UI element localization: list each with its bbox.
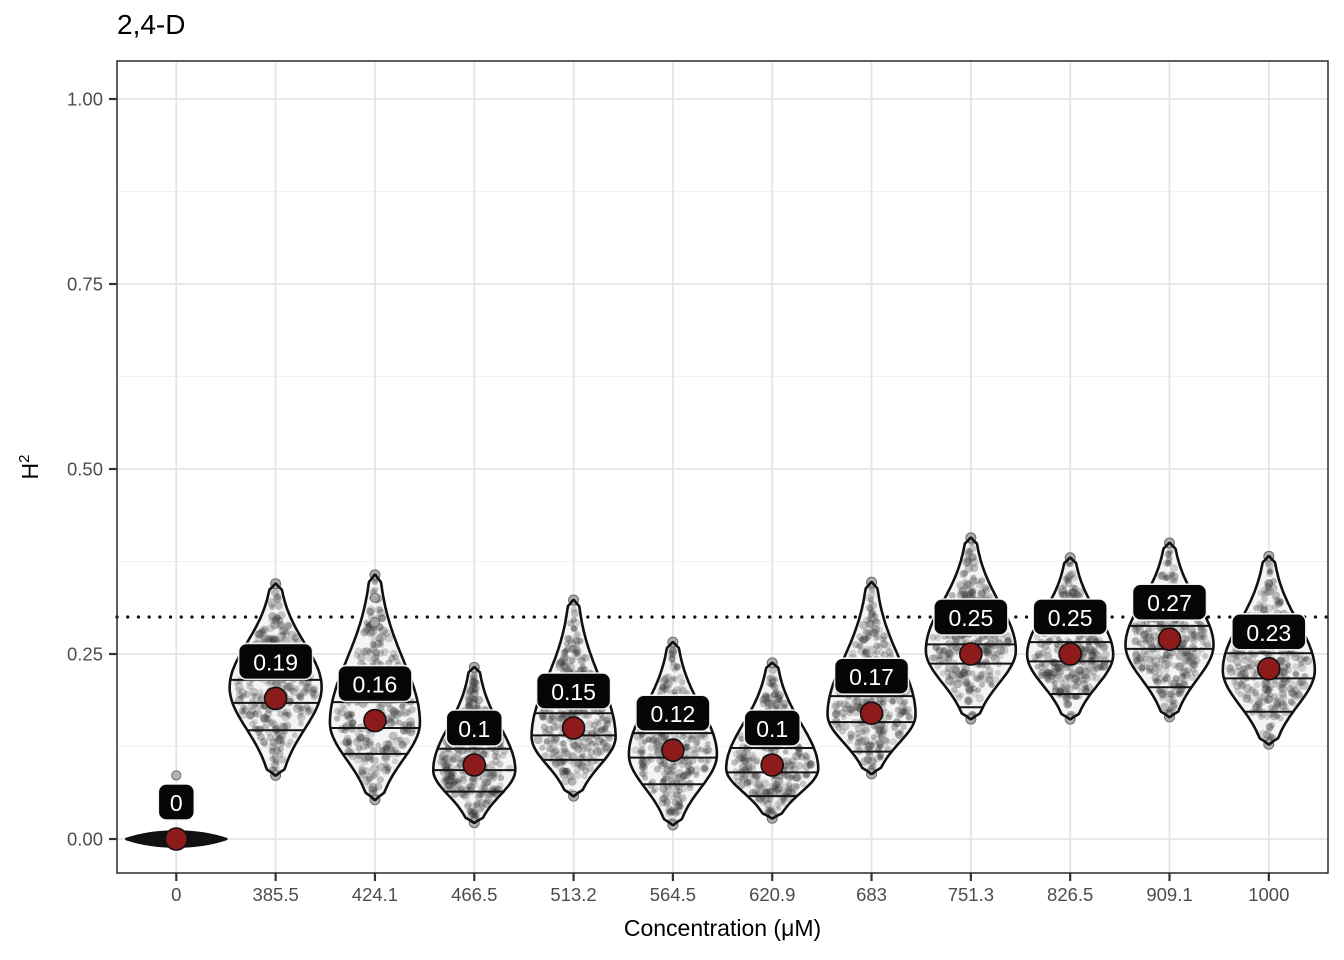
x-tick-label: 751.3 [948, 884, 994, 905]
panel-border [116, 60, 1329, 874]
mean-label: 0.12 [635, 694, 711, 733]
mean-label-box [1032, 598, 1108, 636]
y-axis-title-base: H [16, 462, 43, 480]
mean-point [363, 708, 387, 733]
mean-label-box [1231, 612, 1307, 651]
mean-label-text: 0.23 [1246, 620, 1291, 646]
mean-label-text: 0.16 [353, 672, 398, 698]
mean-label-text: 0.25 [948, 605, 993, 631]
mean-point [760, 753, 785, 777]
mean-label-text: 0.25 [1048, 605, 1093, 631]
mean-label: 0.1 [445, 709, 504, 747]
y-axis-title: H2 [16, 455, 44, 480]
mean-label-box [237, 642, 314, 681]
x-tick-label: 564.5 [650, 884, 696, 905]
mean-label-box [445, 709, 504, 747]
violin-group-0 [125, 770, 228, 851]
mean-point [1257, 656, 1281, 681]
mean-label: 0.15 [535, 672, 612, 710]
mean-point [561, 716, 586, 740]
mean-label: 0.25 [933, 598, 1009, 636]
mean-point [1157, 627, 1182, 652]
y-tick-label: 0.75 [67, 274, 103, 295]
x-tick-label: 620.9 [749, 884, 795, 905]
mean-point [859, 701, 884, 726]
x-tick-label: 1000 [1248, 884, 1289, 905]
mean-label-text: 0.19 [253, 649, 298, 675]
mean-label-box [833, 657, 910, 696]
mean-label-text: 0.15 [551, 679, 596, 705]
x-tick-label: 909.1 [1146, 884, 1192, 905]
violin-outline [826, 580, 917, 776]
x-tick-label: 826.5 [1047, 884, 1093, 905]
mean-label-text: 0.17 [849, 664, 894, 690]
mean-point [661, 738, 685, 763]
mean-label: 0.17 [833, 657, 910, 696]
x-axis-title: Concentration (μM) [623, 915, 822, 941]
mean-label: 0 [157, 783, 196, 821]
mean-point [462, 753, 487, 777]
y-tick-label: 0.50 [67, 459, 103, 480]
mean-label-box [743, 709, 802, 747]
x-tick-label: 466.5 [451, 884, 497, 905]
mean-label-text: 0.1 [458, 716, 490, 742]
violin-outline [328, 573, 422, 802]
outlier-point [171, 770, 182, 781]
mean-label-text: 0.1 [756, 716, 788, 742]
mean-label-text: 0.27 [1147, 590, 1192, 616]
mean-point [263, 686, 288, 711]
x-tick-label: 513.2 [550, 884, 596, 905]
x-tick-label: 683 [856, 884, 887, 905]
mean-label: 0.25 [1032, 598, 1108, 636]
outlier-point [369, 592, 381, 603]
mean-point [959, 642, 983, 666]
mean-label-text: 0 [170, 790, 183, 816]
y-tick-label: 0.25 [67, 644, 103, 665]
mean-label: 0.23 [1231, 612, 1307, 651]
mean-label: 0.19 [237, 642, 314, 681]
mean-point [164, 827, 189, 851]
mean-label-text: 0.12 [651, 701, 696, 727]
x-tick-label: 0 [171, 884, 181, 905]
mean-label-box [635, 694, 711, 733]
violin-fill [1027, 557, 1114, 720]
mean-label-box [933, 598, 1009, 636]
y-tick-label: 0.00 [67, 829, 103, 850]
x-tick-label: 424.1 [352, 884, 398, 905]
panel-background [117, 61, 1328, 873]
mean-label-box [1131, 583, 1208, 622]
chart-title: 2,4-D [117, 9, 186, 40]
y-axis-title-superscript: 2 [16, 454, 34, 463]
mean-label: 0.1 [743, 709, 802, 747]
mean-label-box [157, 783, 196, 821]
mean-label: 0.16 [337, 664, 413, 703]
mean-label-box [337, 664, 413, 703]
violin-outline [530, 598, 617, 798]
mean-label-box [535, 672, 612, 710]
outlier-point [369, 617, 381, 628]
x-tick-label: 385.5 [252, 884, 298, 905]
mean-point [1058, 642, 1082, 666]
y-tick-label: 1.00 [67, 89, 103, 110]
mean-label: 0.27 [1131, 583, 1208, 622]
